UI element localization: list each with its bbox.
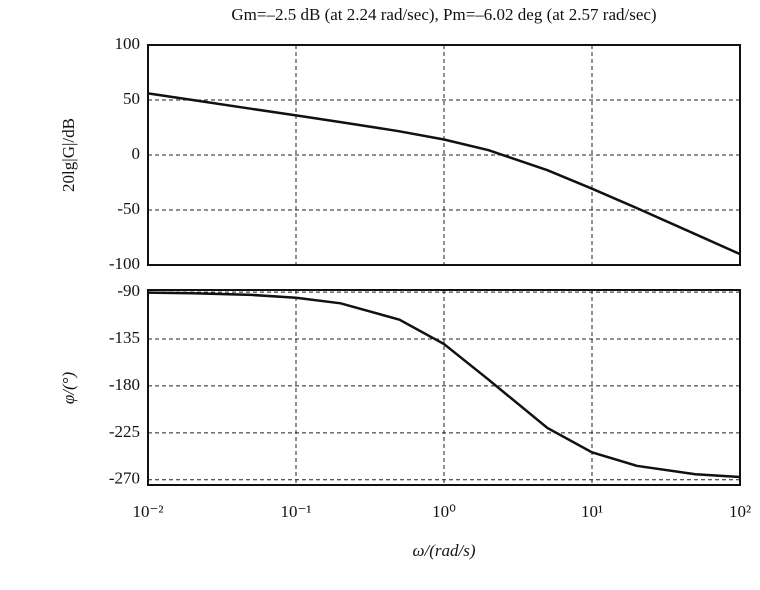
x-tick-label: 10⁻² xyxy=(132,502,163,521)
plot-frame xyxy=(147,289,741,486)
data-line xyxy=(147,291,741,479)
y-tick-label: -50 xyxy=(117,199,140,218)
y-axis-label: 20lg|G|/dB xyxy=(59,118,78,192)
x-tick-label: 10⁰ xyxy=(432,502,456,521)
y-tick-label: -100 xyxy=(109,254,140,273)
y-tick-label: -135 xyxy=(109,328,140,347)
y-tick-label: 100 xyxy=(115,34,141,53)
x-axis-label: ω/(rad/s) xyxy=(412,541,475,560)
y-tick-label: -225 xyxy=(109,422,140,441)
x-tick-label: 10⁻¹ xyxy=(280,502,311,521)
y-tick-label: -180 xyxy=(109,375,140,394)
x-tick-label: 10² xyxy=(729,502,751,521)
x-tick-label: 10¹ xyxy=(581,502,603,521)
y-tick-label: 0 xyxy=(132,144,141,163)
y-axis-label: φ/(°) xyxy=(59,372,78,405)
y-tick-label: -270 xyxy=(109,469,140,488)
y-tick-label: 50 xyxy=(123,89,140,108)
chart-title: Gm=–2.5 dB (at 2.24 rad/sec), Pm=–6.02 d… xyxy=(231,5,656,24)
data-line xyxy=(147,92,741,256)
plot-frame xyxy=(147,44,741,266)
y-tick-label: -90 xyxy=(117,281,140,300)
